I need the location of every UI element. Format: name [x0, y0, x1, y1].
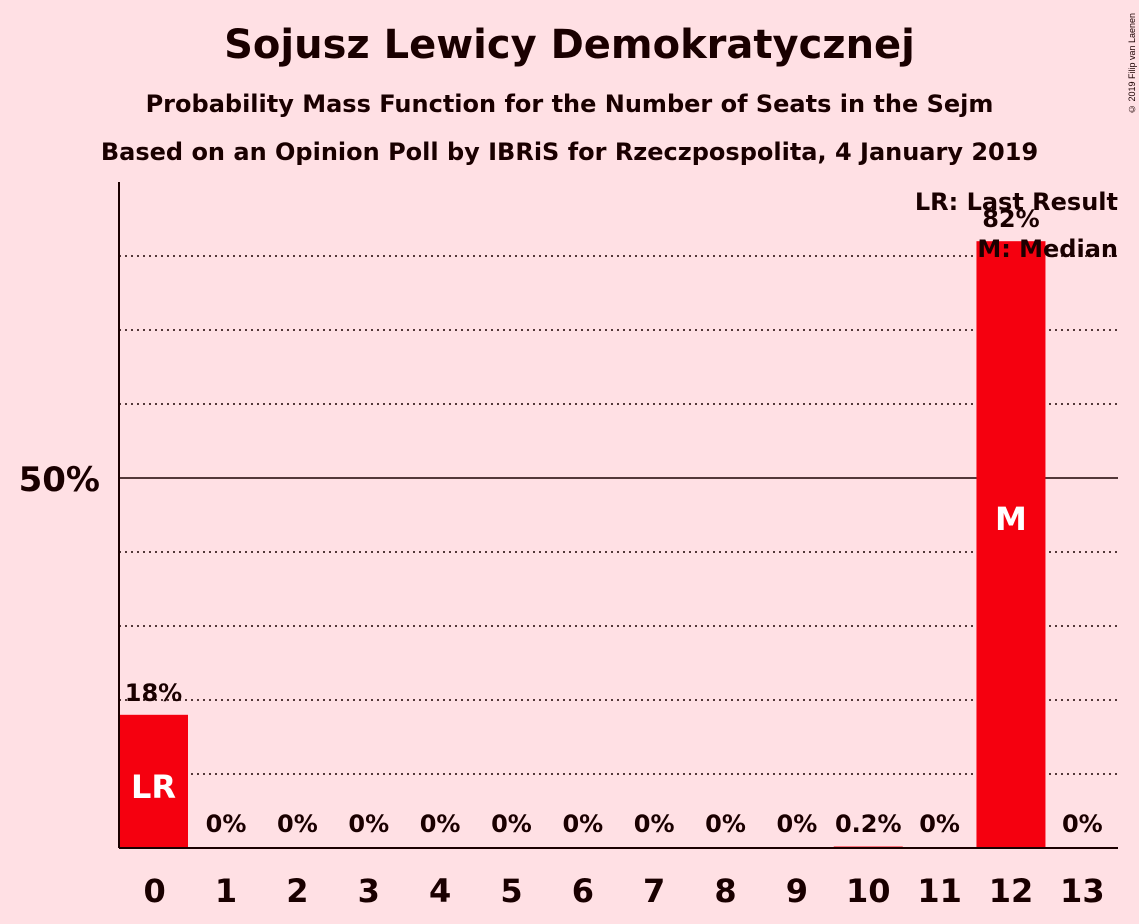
legend-median: M: Median — [977, 235, 1118, 263]
data-label: 0% — [1062, 810, 1103, 838]
data-label: 82% — [982, 205, 1039, 233]
data-label: 0% — [420, 810, 461, 838]
y-tick-label: 50% — [19, 460, 100, 500]
data-label: 0.2% — [835, 810, 902, 838]
last-result-marker: LR — [131, 768, 176, 806]
x-tick-label: 8 — [714, 872, 736, 910]
bar-0 — [119, 714, 188, 848]
x-tick-label: 10 — [846, 872, 891, 910]
data-label: 0% — [491, 810, 532, 838]
x-tick-label: 9 — [786, 872, 808, 910]
bars: 18% LR 0% 0% 0% 0% 0% 0% 0% 0% 0% 0.2% 0% 82% M 0% — [119, 205, 1103, 848]
x-tick-label: 6 — [572, 872, 594, 910]
data-label: 0% — [919, 810, 960, 838]
x-tick-label: 5 — [500, 872, 522, 910]
data-label: 0% — [777, 810, 818, 838]
bar-12 — [976, 241, 1046, 848]
gridlines — [119, 255, 1118, 775]
legend: LR: Last Result M: Median — [915, 188, 1118, 263]
data-label: 0% — [705, 810, 746, 838]
x-tick-label: 12 — [989, 872, 1034, 910]
x-tick-label: 0 — [144, 872, 166, 910]
data-label: 0% — [348, 810, 389, 838]
x-tick-label: 11 — [917, 872, 962, 910]
chart-source: Based on an Opinion Poll by IBRiS for Rz… — [100, 138, 1039, 166]
data-label: 0% — [562, 810, 603, 838]
x-tick-label: 3 — [358, 872, 380, 910]
x-tick-label: 1 — [215, 872, 237, 910]
axes: 50%0 1 2 3 4 5 6 7 8 9 10 11 12 13 — [19, 182, 1118, 910]
data-label: 18% — [125, 679, 182, 707]
x-tick-label: 13 — [1060, 872, 1105, 910]
data-label: 0% — [634, 810, 675, 838]
x-tick-label: 7 — [643, 872, 665, 910]
data-label: 0% — [277, 810, 318, 838]
data-label: 0% — [206, 810, 247, 838]
chart-title: Sojusz Lewicy Demokratycznej — [224, 22, 915, 68]
median-marker: M — [995, 500, 1027, 538]
x-tick-label: 4 — [429, 872, 451, 910]
legend-last-result: LR: Last Result — [915, 188, 1118, 216]
x-tick-label: 2 — [286, 872, 308, 910]
chart-subtitle: Probability Mass Function for the Number… — [145, 90, 994, 118]
